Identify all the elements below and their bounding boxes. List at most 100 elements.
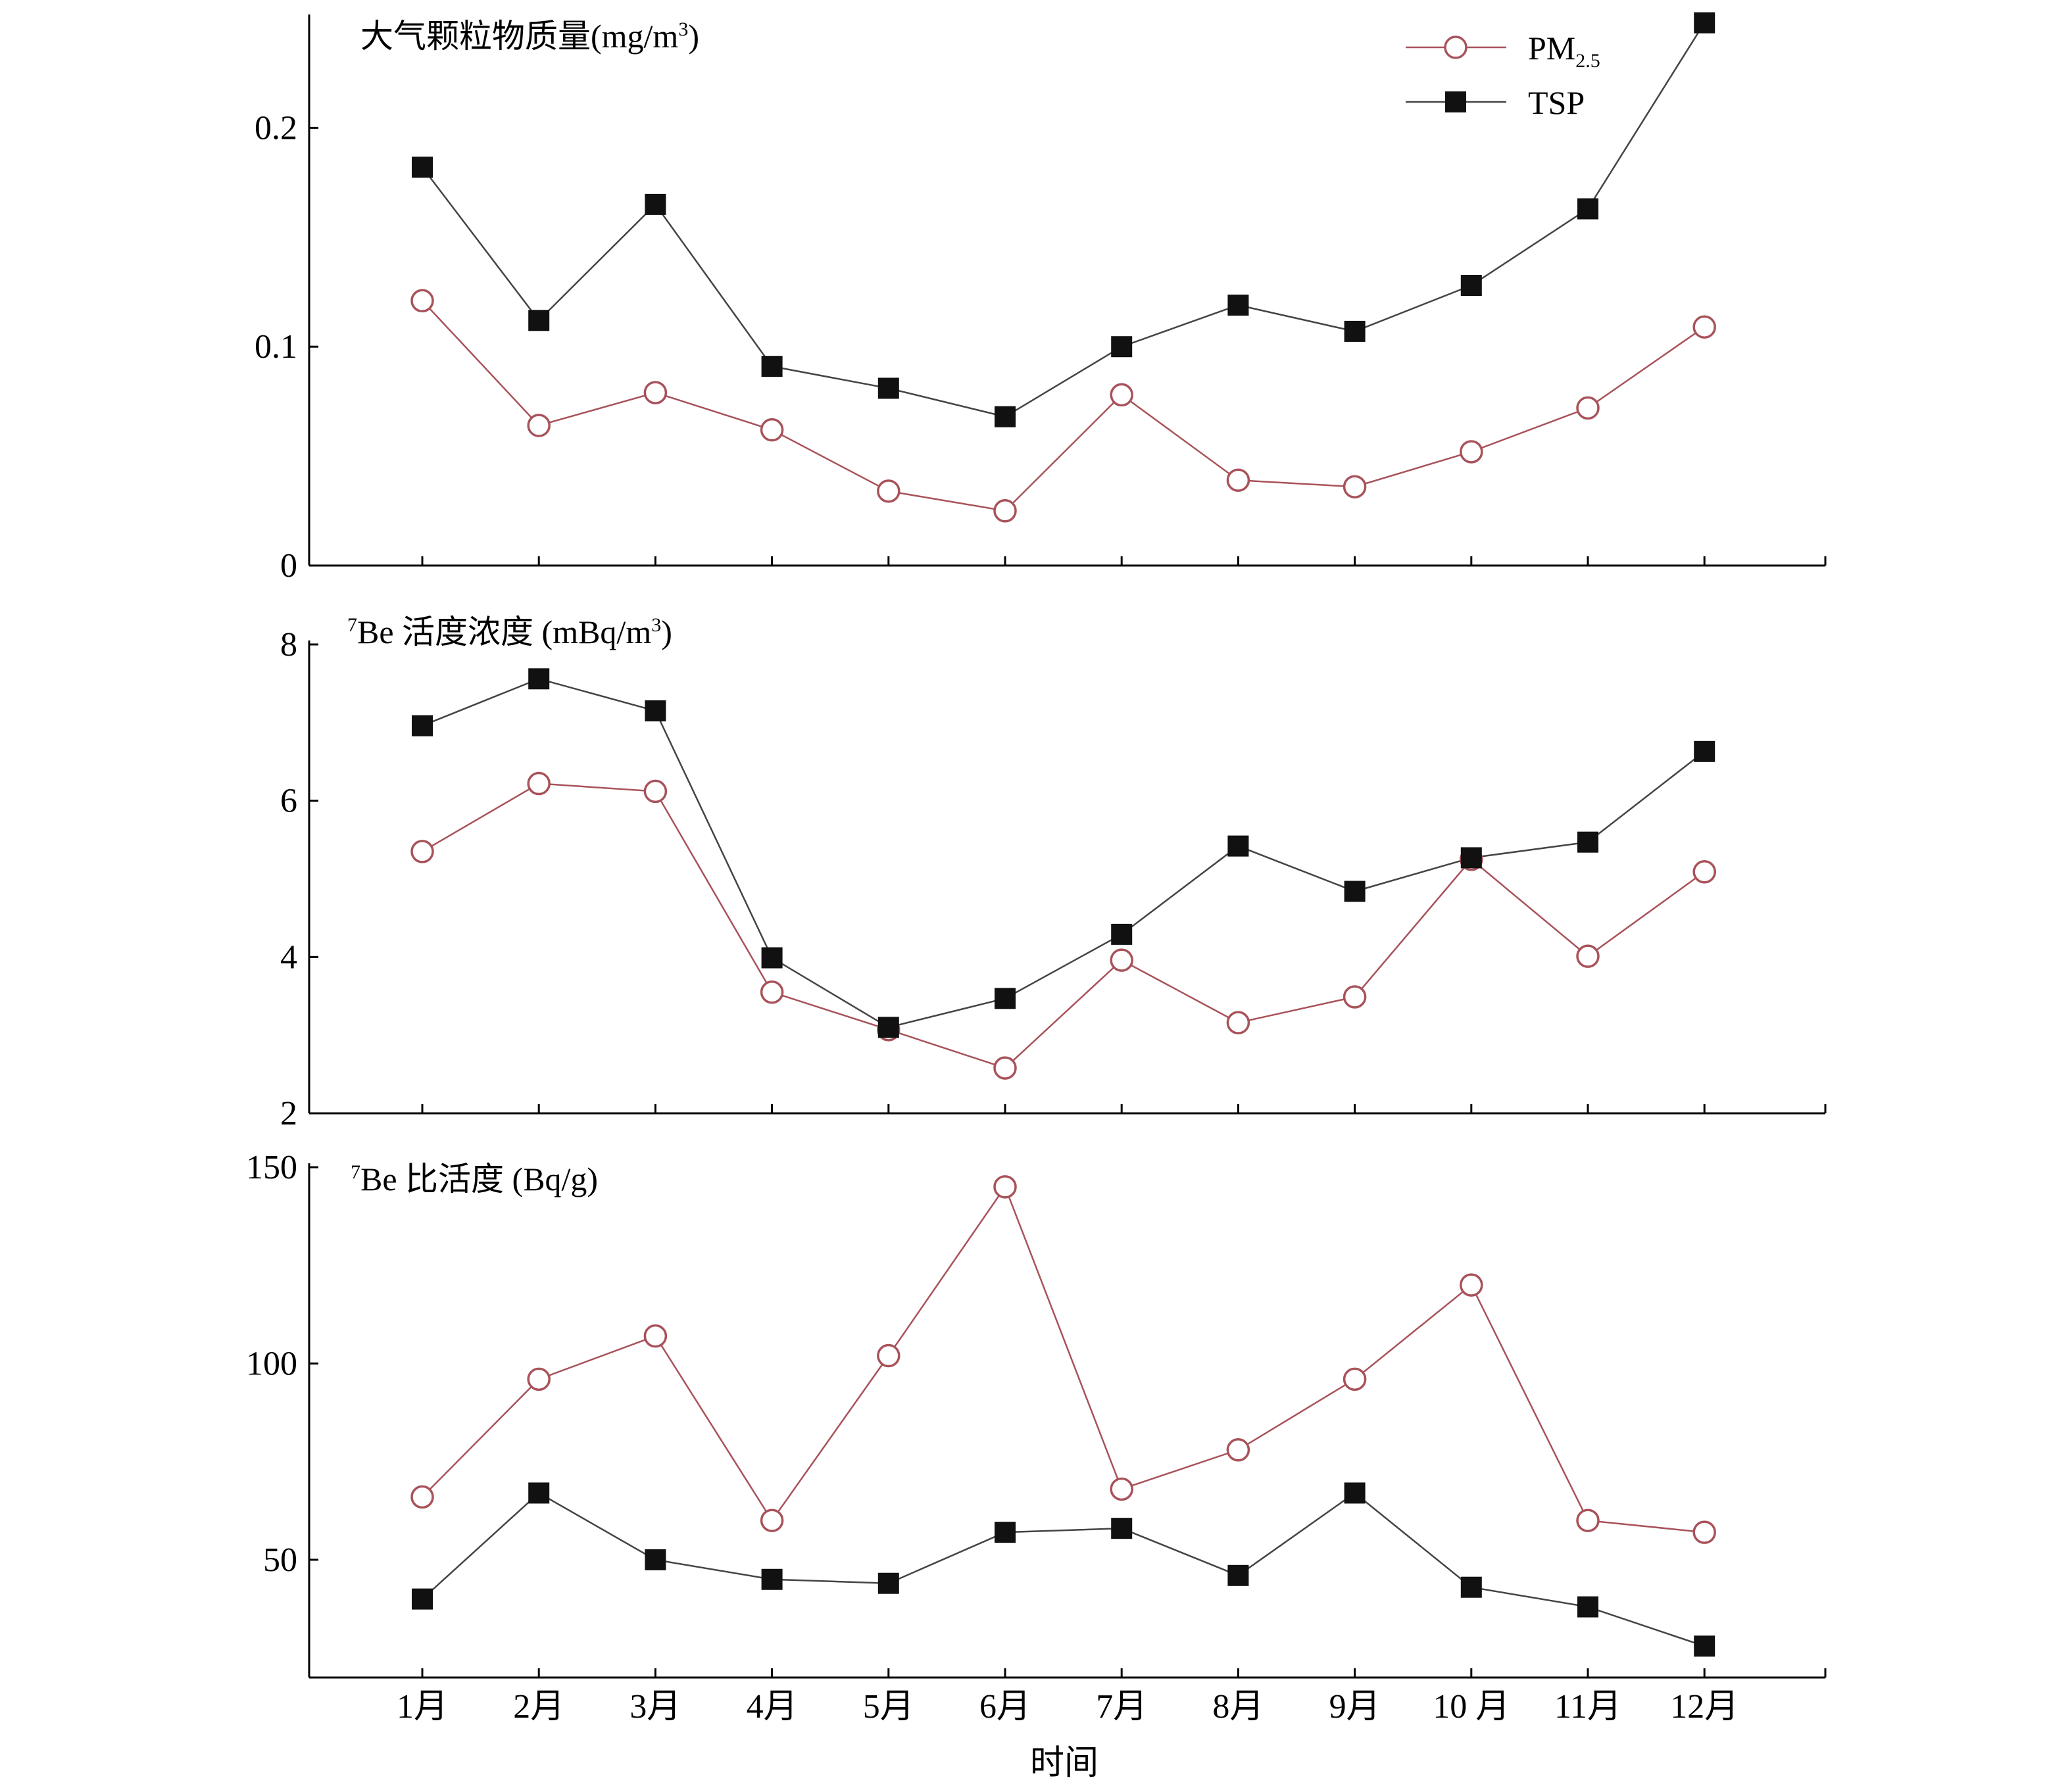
- data-point-tsp: [1111, 1518, 1133, 1539]
- data-point-pm25: [877, 1343, 900, 1368]
- data-point-tsp: [1694, 1635, 1715, 1657]
- data-point-tsp: [528, 1482, 550, 1504]
- markers-pm25: [410, 771, 1716, 1080]
- series-pm25: [422, 783, 1705, 1069]
- data-point-tsp: [761, 356, 783, 377]
- data-point-pm25: [643, 381, 668, 404]
- legend: PM2.5 TSP: [1406, 30, 1600, 121]
- data-point-tsp: [995, 406, 1016, 427]
- data-point-tsp: [877, 1017, 899, 1038]
- panel-title-superscript: 7: [347, 614, 357, 636]
- y-tick-label: 50: [263, 1541, 297, 1579]
- y-tick-label: 0.1: [255, 328, 297, 366]
- x-tick-label: 6月: [979, 1688, 1031, 1726]
- x-tick-label: 9月: [1329, 1688, 1381, 1726]
- series-line-tsp: [422, 677, 1705, 1028]
- data-point-pm25: [1110, 1477, 1133, 1501]
- x-tick-label: 10 月: [1433, 1688, 1510, 1726]
- data-point-tsp: [645, 700, 666, 722]
- data-point-pm25: [643, 779, 668, 804]
- data-point-tsp: [645, 1549, 666, 1570]
- data-point-tsp: [1227, 294, 1249, 316]
- legend-square-icon: [1445, 91, 1466, 112]
- data-point-tsp: [1460, 1576, 1482, 1598]
- series-line-pm25: [422, 1185, 1705, 1534]
- series-line-tsp: [422, 22, 1706, 418]
- panel-title-text: Be 活度浓度 (mBq/m: [357, 614, 651, 650]
- series-tsp: [422, 22, 1706, 418]
- data-point-tsp: [1694, 12, 1715, 34]
- x-tick-label: 4月: [747, 1688, 798, 1726]
- data-point-tsp: [1344, 881, 1366, 902]
- data-point-tsp: [995, 1522, 1016, 1543]
- panel-mass: 0 0.1 0.2 大气颗粒物质量(mg/m3): [255, 12, 1827, 585]
- data-point-tsp: [1577, 831, 1598, 853]
- data-point-pm25: [877, 479, 900, 503]
- data-point-pm25: [1343, 1367, 1367, 1391]
- x-tick-label: 7月: [1096, 1688, 1147, 1726]
- data-point-pm25: [410, 840, 434, 863]
- data-point-pm25: [760, 418, 784, 442]
- data-point-tsp: [877, 1572, 899, 1594]
- data-point-tsp: [412, 715, 433, 737]
- data-point-pm25: [993, 1056, 1017, 1080]
- panel-title: 7Be 比活度 (Bq/g): [351, 1161, 598, 1197]
- series-tsp: [422, 1491, 1705, 1647]
- data-point-pm25: [1692, 315, 1716, 339]
- panel-title-text: 大气颗粒物质量(mg/m: [360, 18, 678, 55]
- data-point-pm25: [1692, 1520, 1716, 1544]
- legend-circle-icon: [1444, 36, 1468, 59]
- data-point-pm25: [760, 1509, 784, 1532]
- y-tick-label: 8: [280, 626, 297, 664]
- data-point-tsp: [528, 668, 550, 690]
- panel-title-text: Be 比活度 (Bq/g): [360, 1161, 598, 1197]
- data-point-pm25: [1576, 1509, 1600, 1532]
- data-point-pm25: [1692, 860, 1716, 884]
- data-point-tsp: [761, 947, 783, 969]
- y-tick-label: 4: [280, 938, 297, 976]
- panel-title-unit-superscript: 3: [678, 18, 688, 40]
- y-tick-label: 150: [246, 1149, 297, 1186]
- panel-title-end: ): [661, 614, 672, 650]
- markers-pm25: [410, 289, 1716, 523]
- markers-tsp: [412, 668, 1715, 1038]
- x-tick-label: 2月: [513, 1688, 564, 1726]
- y-tick-label: 6: [280, 783, 297, 820]
- data-point-pm25: [1110, 948, 1133, 972]
- data-point-tsp: [1227, 1564, 1249, 1586]
- panel-activity: 2 4 6 8 7Be 活度浓度 (mBq/m3): [280, 614, 1827, 1132]
- data-point-tsp: [528, 310, 550, 331]
- series-line-pm25: [422, 783, 1705, 1069]
- data-point-tsp: [645, 193, 666, 215]
- panel-title-unit-superscript: 3: [651, 614, 661, 636]
- data-point-tsp: [1460, 275, 1482, 297]
- data-point-tsp: [877, 377, 899, 399]
- panel-title: 大气颗粒物质量(mg/m3): [360, 18, 699, 55]
- data-point-tsp: [1227, 835, 1249, 857]
- data-point-pm25: [1343, 985, 1367, 1009]
- data-point-pm25: [1110, 383, 1133, 407]
- data-point-pm25: [643, 1324, 668, 1348]
- series-line-tsp: [422, 1491, 1705, 1647]
- legend-label: PM2.5: [1528, 30, 1600, 72]
- data-point-pm25: [1576, 396, 1600, 420]
- panel-title-end: ): [688, 18, 699, 55]
- data-point-tsp: [1577, 1596, 1598, 1618]
- legend-item-tsp: TSP: [1406, 84, 1585, 121]
- data-point-tsp: [1460, 847, 1482, 869]
- data-point-pm25: [1226, 468, 1250, 492]
- data-point-pm25: [1226, 1438, 1250, 1462]
- data-point-pm25: [993, 499, 1017, 523]
- data-point-pm25: [1343, 475, 1367, 498]
- data-point-pm25: [760, 980, 784, 1004]
- panel-specific: 50 100 150 7Be 比活度 (Bq/g): [246, 1149, 1827, 1679]
- data-point-pm25: [993, 1175, 1017, 1199]
- panel-title-superscript: 7: [351, 1161, 360, 1183]
- markers-tsp: [412, 12, 1715, 427]
- y-tick-label: 2: [280, 1095, 297, 1132]
- series-line-pm25: [422, 300, 1705, 512]
- data-point-tsp: [1344, 1482, 1366, 1504]
- series-tsp: [422, 677, 1705, 1028]
- x-tick-label: 8月: [1212, 1688, 1264, 1726]
